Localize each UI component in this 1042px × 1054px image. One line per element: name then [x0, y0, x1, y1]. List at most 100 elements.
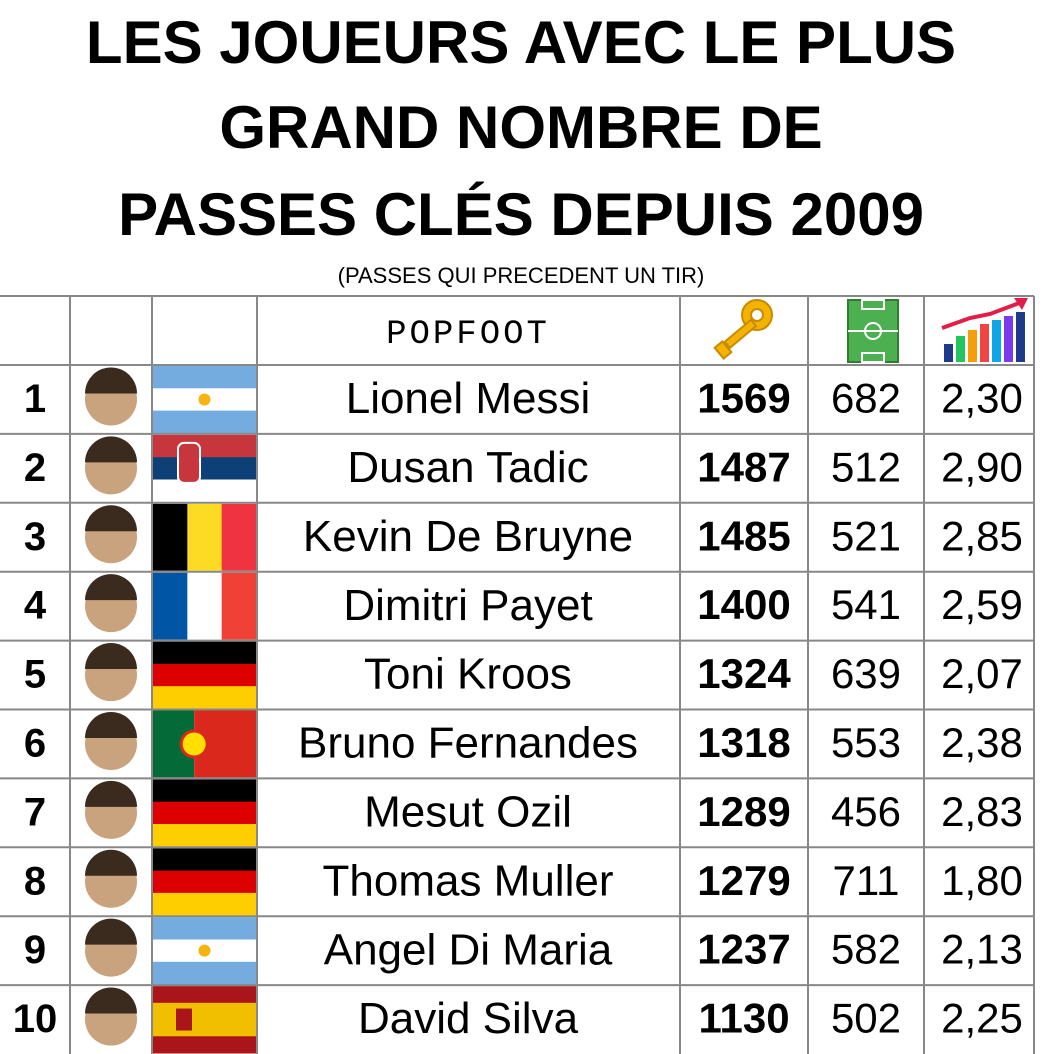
player-hair	[85, 574, 137, 601]
table: 1 Lionel Messi 1569 682 2,30 2 Dusan Tadic 1487…	[0, 295, 1035, 1054]
ratio: 2,07	[941, 650, 1023, 697]
flag-emblem	[177, 441, 201, 484]
ratio: 2,59	[941, 581, 1023, 628]
ratio: 2,83	[941, 788, 1023, 835]
flag-stripe	[153, 686, 256, 709]
key-icon	[713, 299, 773, 360]
player-name: Lionel Messi	[346, 374, 591, 423]
key-passes: 1237	[697, 926, 790, 973]
flag-stripe	[153, 986, 256, 1004]
key-passes: 1289	[697, 788, 790, 835]
flag-stripe	[153, 801, 256, 825]
flag-stripe	[153, 848, 256, 872]
flag-stripe	[153, 892, 256, 916]
matches: 639	[831, 650, 901, 697]
flag-stripe	[153, 457, 256, 480]
rank: 7	[24, 790, 46, 834]
key-passes: 1279	[697, 857, 790, 904]
rank: 1	[24, 377, 46, 421]
ratio: 2,90	[941, 443, 1023, 490]
flag-stripe	[153, 870, 256, 894]
player-hair	[85, 505, 137, 532]
flag-stripe	[153, 410, 256, 434]
rank: 10	[13, 997, 58, 1041]
player-name: Toni Kroos	[364, 650, 572, 699]
ratio: 1,80	[941, 857, 1023, 904]
matches: 512	[831, 443, 901, 490]
chart-icon	[941, 298, 1028, 362]
flag-stripe	[153, 366, 256, 389]
pitch-icon	[847, 299, 899, 363]
matches: 502	[831, 995, 901, 1042]
flag-stripe	[153, 1036, 256, 1054]
flag-emblem	[198, 393, 211, 406]
ratio: 2,85	[941, 512, 1023, 559]
rank: 9	[24, 928, 46, 972]
player-hair	[85, 367, 137, 394]
player-hair	[85, 643, 137, 670]
player-name: Mesut Ozil	[364, 787, 572, 836]
rank: 6	[24, 722, 46, 766]
flag-stripe	[221, 503, 257, 571]
ratio: 2,13	[941, 926, 1023, 973]
key-passes: 1487	[697, 443, 790, 490]
title-line: PASSES CLÉS DEPUIS 2009	[118, 181, 924, 248]
title-line: GRAND NOMBRE DE	[219, 94, 822, 161]
logo: POPFOOT	[386, 316, 550, 354]
matches: 682	[831, 375, 901, 422]
flag-stripe	[153, 1002, 256, 1037]
flag-stripe	[153, 503, 188, 571]
matches: 553	[831, 719, 901, 766]
ratio: 2,30	[941, 375, 1023, 422]
matches: 582	[831, 926, 901, 973]
matches: 521	[831, 512, 901, 559]
player-name: Kevin De Bruyne	[303, 512, 633, 561]
player-name: David Silva	[358, 994, 579, 1043]
matches: 711	[833, 857, 900, 904]
player-name: Angel Di Maria	[324, 925, 613, 974]
matches: 541	[831, 581, 901, 628]
flag-stripe	[187, 572, 223, 640]
subtitle: (PASSES QUI PRECEDENT UN TIR)	[338, 263, 705, 288]
flag-stripe	[153, 641, 256, 665]
flag-stripe	[153, 479, 256, 503]
key-passes: 1324	[697, 650, 791, 697]
rank: 2	[24, 446, 46, 490]
key-passes: 1318	[697, 719, 790, 766]
player-name: Dusan Tadic	[347, 443, 588, 492]
rank: 4	[24, 584, 47, 628]
player-hair	[85, 436, 137, 463]
flag-emblem	[174, 1006, 194, 1033]
flag-stripe	[153, 917, 256, 940]
player-hair	[85, 918, 137, 945]
flag-stripe	[221, 572, 257, 640]
flag-stripe	[187, 503, 223, 571]
rank: 3	[24, 515, 46, 559]
key-passes: 1485	[697, 512, 790, 559]
flag-stripe	[153, 663, 256, 687]
title-line: LES JOUEURS AVEC LE PLUS	[86, 9, 956, 76]
key-passes: 1400	[697, 581, 790, 628]
ratio: 2,38	[941, 719, 1023, 766]
flag-emblem	[179, 729, 209, 759]
player-hair	[85, 987, 137, 1014]
player-name: Dimitri Payet	[343, 581, 592, 630]
flag-stripe	[153, 961, 256, 985]
flag-stripe	[153, 572, 188, 640]
flag-stripe	[153, 434, 256, 458]
player-name: Thomas Muller	[323, 856, 614, 905]
matches: 456	[831, 788, 901, 835]
flag-stripe	[153, 779, 256, 803]
flag-emblem	[198, 944, 211, 957]
player-hair	[85, 849, 137, 876]
key-passes: 1569	[697, 375, 790, 422]
key-passes: 1130	[698, 995, 789, 1042]
ratio: 2,25	[941, 995, 1023, 1042]
player-hair	[85, 780, 137, 807]
rank: 8	[24, 859, 46, 903]
player-name: Bruno Fernandes	[298, 719, 638, 768]
rank: 5	[24, 653, 46, 697]
player-hair	[85, 711, 137, 738]
